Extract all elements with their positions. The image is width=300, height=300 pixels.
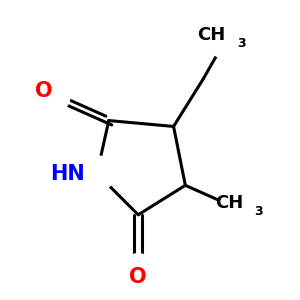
Text: CH: CH [215,194,243,212]
Text: CH: CH [197,26,225,44]
Circle shape [79,156,115,191]
Circle shape [206,17,247,59]
Circle shape [124,254,152,282]
Text: 3: 3 [254,205,263,218]
Circle shape [218,188,259,230]
Text: 3: 3 [237,37,245,50]
Text: O: O [129,267,147,286]
Text: O: O [35,81,53,101]
Text: HN: HN [50,164,85,184]
Circle shape [42,83,70,111]
